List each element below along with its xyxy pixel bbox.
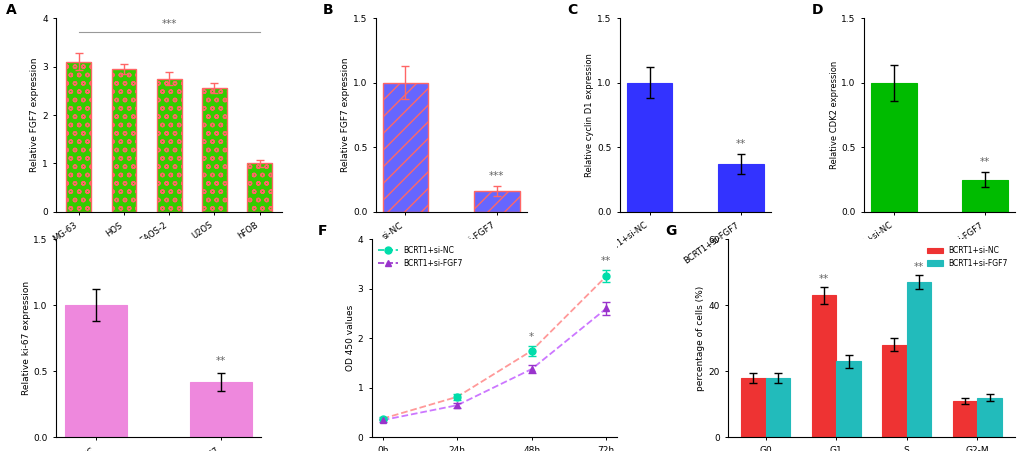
Text: **: ** (913, 262, 923, 272)
Bar (65, 305, 127, 437)
Y-axis label: Relative ki-67 expression: Relative ki-67 expression (21, 281, 31, 396)
Bar (111, 69, 137, 212)
Text: ***: *** (161, 19, 176, 29)
Text: **: ** (215, 356, 225, 366)
Text: F: F (317, 224, 327, 238)
Text: A: A (6, 3, 17, 17)
Bar (881, 345, 906, 437)
Bar (765, 378, 790, 437)
Legend: BCRT1+si-NC, BCRT1+si-FGF7: BCRT1+si-NC, BCRT1+si-FGF7 (923, 243, 1010, 271)
Text: **: ** (818, 274, 828, 284)
Text: C: C (567, 3, 577, 17)
Bar (626, 83, 672, 212)
Y-axis label: Relative FGF7 expression: Relative FGF7 expression (341, 58, 350, 172)
Bar (247, 164, 272, 212)
Text: G: G (664, 224, 676, 238)
Legend: BCRT1+si-NC, BCRT1+si-FGF7: BCRT1+si-NC, BCRT1+si-FGF7 (375, 243, 466, 271)
Text: B: B (323, 3, 333, 17)
Bar (741, 378, 765, 437)
Text: **: ** (979, 156, 989, 167)
Bar (906, 282, 930, 437)
Bar (190, 382, 252, 437)
Text: **: ** (735, 138, 746, 149)
Bar (811, 295, 836, 437)
Bar (66, 62, 91, 212)
Bar (474, 191, 519, 212)
Text: ***: *** (489, 171, 504, 181)
Y-axis label: Relative CDK2 expression: Relative CDK2 expression (828, 61, 838, 169)
Y-axis label: OD 450 values: OD 450 values (345, 305, 355, 371)
Bar (952, 401, 976, 437)
Bar (961, 179, 1007, 212)
Text: D: D (810, 3, 822, 17)
Bar (157, 78, 181, 212)
Text: *: * (529, 332, 534, 342)
Text: **: ** (600, 256, 610, 267)
Bar (976, 398, 1001, 437)
Bar (717, 164, 763, 212)
Bar (870, 83, 916, 212)
Bar (202, 88, 226, 212)
Bar (836, 361, 860, 437)
Y-axis label: Relative cyclin D1 expression: Relative cyclin D1 expression (585, 53, 594, 177)
Y-axis label: Relative FGF7 expression: Relative FGF7 expression (31, 58, 39, 172)
Bar (382, 83, 428, 212)
Y-axis label: percentage of cells (%): percentage of cells (%) (696, 285, 705, 391)
